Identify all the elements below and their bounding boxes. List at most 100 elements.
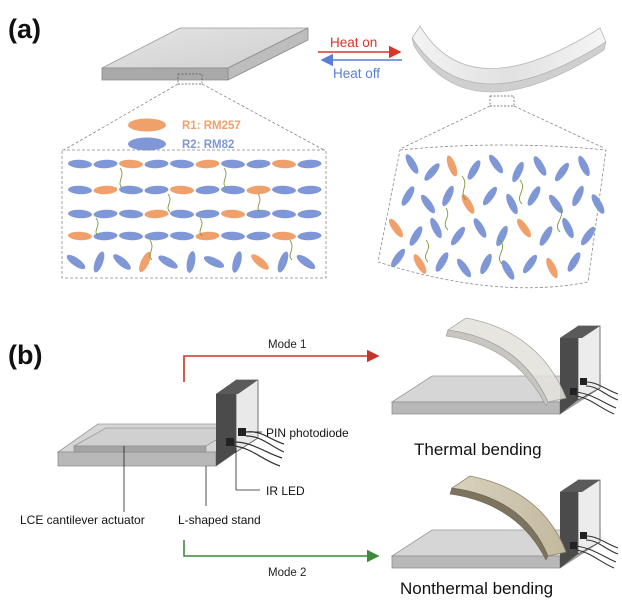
rm82-mesogen xyxy=(186,251,196,273)
rm257-mesogen xyxy=(388,218,404,238)
rm82-mesogen xyxy=(578,155,590,177)
legend-r1-label: R1: RM257 xyxy=(182,120,241,132)
rm257-mesogen xyxy=(446,155,458,177)
rm82-mesogen xyxy=(113,254,131,270)
crosslink xyxy=(461,175,467,201)
mesogen-legend: R1: RM257 R2: RM82 xyxy=(128,118,241,151)
rm257-mesogen xyxy=(516,218,532,238)
rm82-mesogen xyxy=(203,256,225,268)
rm82-mesogen xyxy=(119,209,143,219)
zoom-lines-right xyxy=(401,105,605,149)
rm257-mesogen xyxy=(68,231,92,241)
rm82-mesogen xyxy=(512,161,524,183)
rm82-mesogen xyxy=(562,217,574,239)
rm82-mesogen xyxy=(195,209,220,219)
flat-film xyxy=(101,27,309,85)
rm257-mesogen xyxy=(93,185,118,195)
rm82-mesogen xyxy=(144,159,169,169)
rm257-mesogen xyxy=(195,159,220,169)
ir-led-label: IR LED xyxy=(266,484,305,498)
rm82-mesogen xyxy=(450,226,466,246)
rm82-mesogen xyxy=(93,209,118,219)
rm82-mesogen xyxy=(272,185,296,195)
crosslink xyxy=(424,239,430,263)
rm82-mesogen xyxy=(158,255,178,269)
rm82-mesogen xyxy=(221,231,245,241)
lce-actuator-label: LCE cantilever actuator xyxy=(20,513,145,527)
rm257-mesogen xyxy=(272,159,296,169)
mode-1-arrow: Mode 1 xyxy=(183,339,380,382)
rm82-mesogen xyxy=(554,162,570,182)
rm82-mesogen xyxy=(144,185,169,195)
rm82-mesogen xyxy=(246,231,271,241)
rm257-mesogen xyxy=(461,194,475,214)
rm82-mesogen xyxy=(424,163,440,181)
crosslink xyxy=(444,207,449,231)
rm257-mesogen xyxy=(413,254,427,274)
crosslink xyxy=(557,207,562,233)
rm82-mesogen xyxy=(405,154,419,174)
rm82-mesogen xyxy=(119,231,143,241)
rm82-mesogen xyxy=(488,154,504,174)
crosslink xyxy=(289,239,293,261)
rm82-mesogen xyxy=(401,186,415,206)
crosslink xyxy=(257,193,261,213)
rm82-mesogen xyxy=(430,217,442,239)
rm82-mesogen xyxy=(93,251,105,273)
rm257-mesogen xyxy=(170,185,194,195)
crosslink xyxy=(119,167,123,189)
rm82-mesogen xyxy=(232,251,242,273)
rm82-mesogen xyxy=(66,254,86,270)
central-device xyxy=(56,379,285,467)
nonthermal-bending-device xyxy=(390,475,619,569)
rm257-mesogen xyxy=(251,254,269,270)
disordered-network xyxy=(377,144,607,289)
rm82-mesogen xyxy=(93,231,118,241)
rm82-mesogen xyxy=(296,254,316,270)
panel-b-label: (b) xyxy=(8,340,42,370)
nonthermal-bending-caption: Nonthermal bending xyxy=(400,579,553,598)
crosslink xyxy=(223,167,227,189)
mode-2-arrow: Mode 2 xyxy=(183,540,380,579)
rm82-mesogen xyxy=(442,185,454,207)
rm82-mesogen xyxy=(506,193,518,215)
rm257-mesogen xyxy=(144,209,169,219)
rm82-mesogen xyxy=(390,248,406,268)
rm82-mesogen xyxy=(501,260,515,280)
heat-off-label: Heat off xyxy=(333,66,380,81)
rm82-mesogen xyxy=(480,253,492,275)
rm82-mesogen xyxy=(420,194,436,214)
rm257-mesogen xyxy=(139,251,151,273)
thermal-bending-caption: Thermal bending xyxy=(414,440,542,459)
rm82-mesogen xyxy=(527,186,541,206)
pin-photodiode-label: PIN photodiode xyxy=(266,426,349,440)
rm82-mesogen xyxy=(572,185,584,207)
rm82-mesogen xyxy=(473,218,487,238)
rm82-mesogen xyxy=(93,159,118,169)
mode-2-label: Mode 2 xyxy=(268,567,306,579)
aligned-network xyxy=(61,149,327,279)
rm257-mesogen xyxy=(246,185,271,195)
panel-a-label: (a) xyxy=(8,14,41,44)
rm82-mesogen xyxy=(221,185,245,195)
rm82-mesogen xyxy=(580,226,596,246)
heat-on-label: Heat on xyxy=(330,35,377,50)
crosslink xyxy=(149,239,153,261)
rm257-mesogen xyxy=(272,231,296,241)
rm257-mesogen xyxy=(546,257,558,279)
rm257-mesogen xyxy=(195,231,220,241)
rm82-mesogen xyxy=(170,231,194,241)
crosslink xyxy=(95,217,99,237)
rm82-mesogen xyxy=(467,160,481,180)
rm82-mesogen xyxy=(297,209,322,219)
rm82-mesogen xyxy=(68,159,92,169)
rm82-mesogen xyxy=(522,254,538,274)
l-shaped-stand-label: L-shaped stand xyxy=(178,513,261,527)
rm82-mesogen xyxy=(246,159,271,169)
thermal-bending-device xyxy=(390,317,619,415)
rm82-mesogen xyxy=(435,252,449,272)
rm82-mesogen xyxy=(68,209,92,219)
rm82-mesogen xyxy=(409,226,423,246)
rm82-mesogen xyxy=(548,194,564,214)
